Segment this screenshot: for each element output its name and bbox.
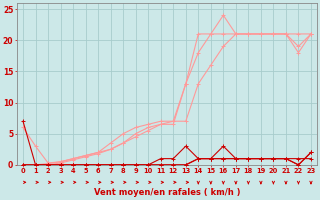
X-axis label: Vent moyen/en rafales ( km/h ): Vent moyen/en rafales ( km/h ) xyxy=(94,188,240,197)
